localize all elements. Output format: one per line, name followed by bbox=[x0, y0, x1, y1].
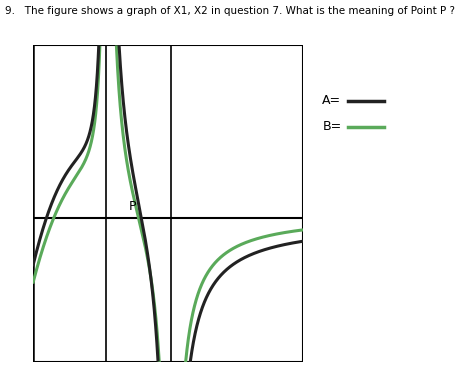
Text: P: P bbox=[128, 201, 136, 213]
Text: B=: B= bbox=[322, 120, 342, 133]
Text: A=: A= bbox=[322, 94, 341, 107]
Text: 9.   The figure shows a graph of X1, X2 in question 7. What is the meaning of Po: 9. The figure shows a graph of X1, X2 in… bbox=[5, 6, 455, 16]
